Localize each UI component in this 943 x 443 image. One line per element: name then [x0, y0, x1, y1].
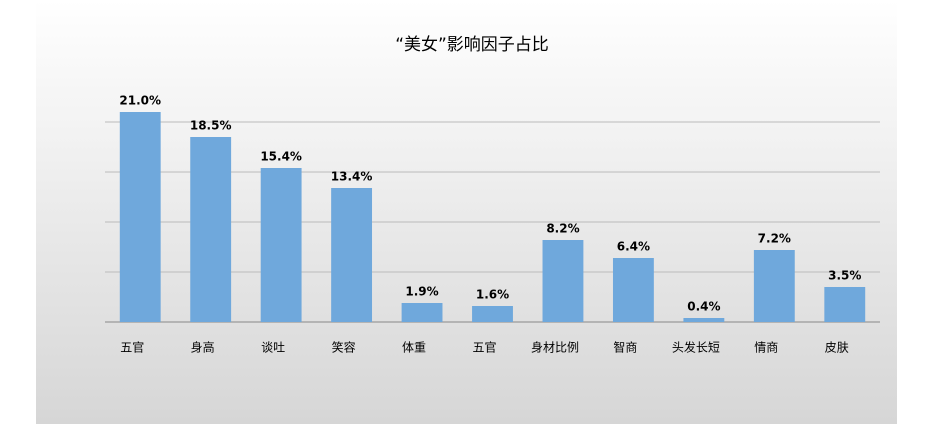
- x-tick-label: 体重: [402, 341, 426, 355]
- bar: [542, 240, 584, 322]
- x-tick-label: 谈吐: [261, 341, 285, 355]
- x-tick-label: 身材比例: [531, 340, 579, 355]
- x-tick-label: 智商: [613, 340, 637, 355]
- bar: [119, 112, 161, 322]
- chart-background: [36, 0, 897, 424]
- x-tick-label: 五官: [120, 340, 144, 355]
- data-label: 7.2%: [758, 232, 791, 246]
- data-label: 18.5%: [190, 119, 232, 133]
- bar: [824, 287, 866, 322]
- x-tick-label: 笑容: [332, 340, 356, 355]
- bar: [331, 188, 373, 322]
- data-label: 6.4%: [617, 240, 650, 254]
- bar: [753, 250, 795, 322]
- data-label: 21.0%: [119, 94, 161, 108]
- x-tick-label: 皮肤: [825, 340, 849, 355]
- chart-title: “美女”影响因子占比: [395, 35, 549, 55]
- data-label: 8.2%: [546, 222, 579, 236]
- data-label: 1.6%: [476, 288, 509, 302]
- bar: [472, 306, 513, 322]
- bar: [683, 318, 725, 322]
- x-tick-label: 头发长短: [672, 340, 720, 355]
- x-tick-label: 情商: [754, 340, 778, 355]
- bar: [190, 137, 232, 322]
- bar: [260, 168, 302, 322]
- x-tick-label: 五官: [472, 340, 496, 355]
- x-tick-label: 身高: [191, 340, 215, 355]
- bar: [612, 258, 654, 322]
- data-label: 15.4%: [260, 150, 302, 164]
- data-label: 0.4%: [687, 300, 720, 314]
- bar: [401, 303, 443, 322]
- data-label: 1.9%: [405, 285, 438, 299]
- data-label: 3.5%: [828, 269, 861, 283]
- data-label: 13.4%: [331, 170, 373, 184]
